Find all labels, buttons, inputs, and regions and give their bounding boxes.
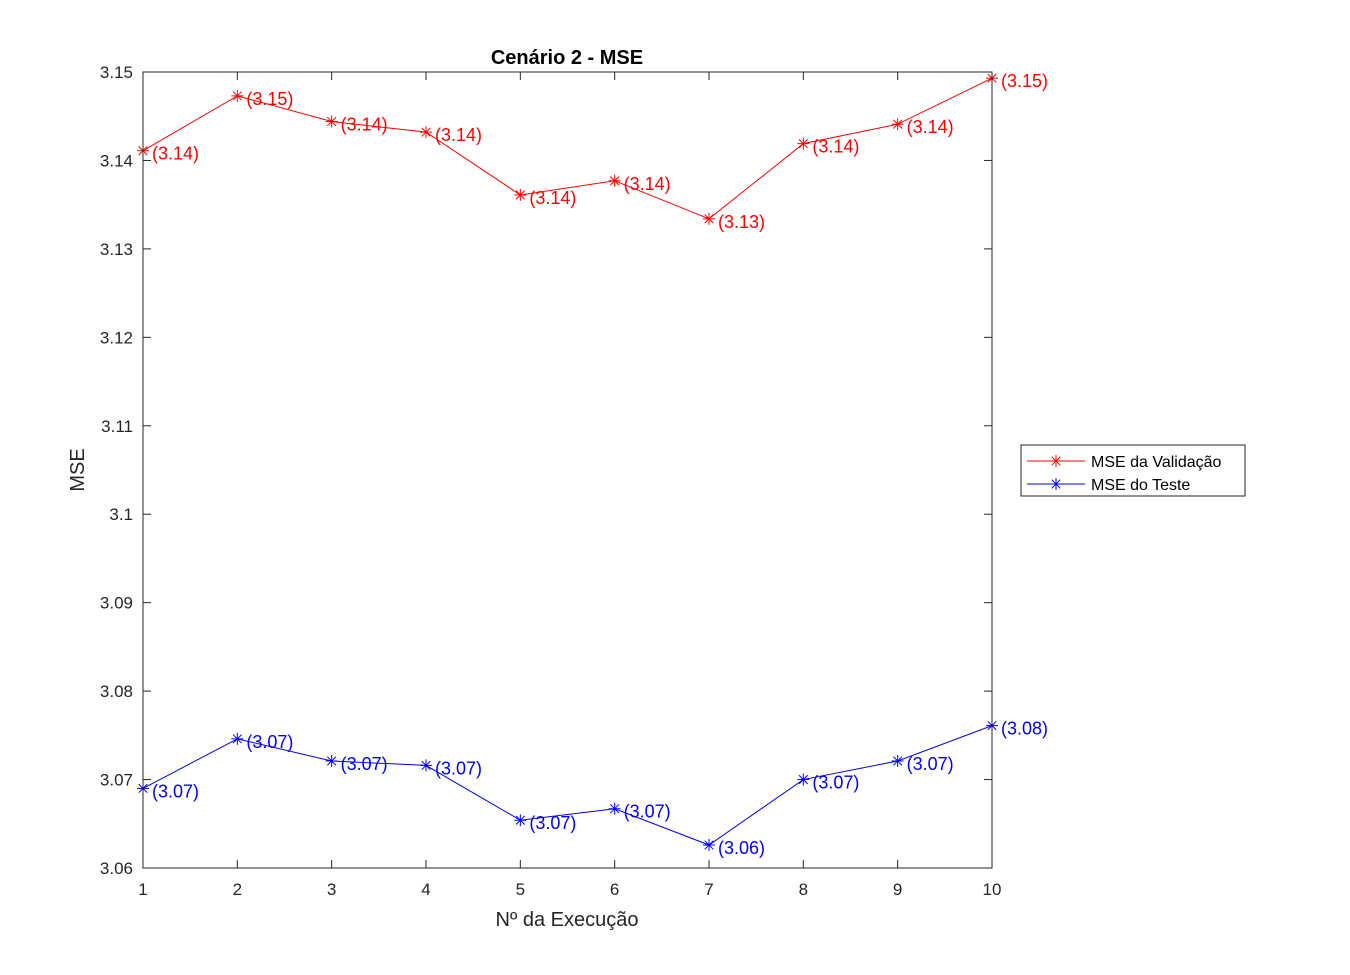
data-point [420,126,432,139]
y-tick-label: 3.14 [100,151,133,170]
legend: MSE da Validação MSE do Teste [1020,444,1246,497]
data-label: (3.07) [152,781,199,801]
legend-item: MSE do Teste [1027,477,1190,494]
legend-marker [1050,455,1062,467]
data-label: (3.07) [812,773,859,793]
data-label: (3.07) [624,802,671,822]
legend-box [1020,444,1246,497]
y-tick-label: 3.08 [100,682,133,701]
chart-title: Cenário 2 - MSE [491,47,643,69]
y-tick-label: 3.07 [100,771,133,790]
data-label: (3.14) [907,117,954,137]
data-point [797,773,810,786]
series-markers [137,72,998,852]
data-point [608,174,621,187]
data-label: (3.14) [152,144,199,164]
data-label: (3.15) [1001,71,1048,91]
legend-item: MSE da Validação [1027,454,1222,471]
data-point [703,212,715,225]
data-point [420,759,432,772]
x-tick-label: 8 [799,880,808,899]
data-point [608,802,621,815]
y-tick-label: 3.1 [109,505,133,524]
x-axis-label: Nº da Execução [496,909,639,931]
data-label: (3.14) [435,125,482,145]
y-axis-label: MSE [67,448,89,491]
data-label: (3.14) [812,137,859,157]
legend-marker [1050,478,1062,490]
x-tick-label: 5 [516,880,525,899]
series-lines [142,77,993,846]
y-tick-label: 3.06 [100,859,133,878]
data-point [325,115,338,128]
data-point [325,754,338,767]
data-point [891,118,904,131]
x-tick-label: 2 [233,880,242,899]
data-label: (3.08) [1001,719,1048,739]
data-label: (3.14) [624,174,671,194]
x-tick-label: 9 [893,880,902,899]
series-line-0 [142,77,993,220]
data-point [514,814,527,827]
data-point [703,839,715,852]
data-point [231,732,244,745]
data-label: (3.07) [246,732,293,752]
x-tick-label: 6 [610,880,619,899]
data-point [797,137,810,150]
data-label: (3.06) [718,838,765,858]
y-tick-label: 3.15 [100,63,133,82]
data-point [514,188,527,201]
x-tick-label: 3 [327,880,336,899]
data-point [231,89,244,102]
data-label: (3.14) [529,188,576,208]
plot-area [143,72,992,868]
y-tick-label: 3.13 [100,240,133,259]
axis-ticks: 1 2 3 4 5 6 7 8 9 10 3.06 3.07 3.08 3.09 3.1 3.11 3.12 3.… [100,63,1002,899]
data-labels: (3.14) (3.15) (3.14) (3.14) (3.14) (3.14) (3.1… [152,71,1048,858]
legend-label: MSE da Validação [1091,454,1222,471]
data-label: (3.13) [718,212,765,232]
x-tick-label: 1 [138,880,147,899]
data-point [891,754,904,767]
y-tick-label: 3.11 [101,417,133,436]
x-tick-label: 7 [704,880,713,899]
plot-frame [142,71,993,869]
series-line-1 [142,725,993,846]
legend-label: MSE do Teste [1091,477,1190,494]
data-label: (3.07) [341,754,388,774]
data-label: (3.07) [907,754,954,774]
data-label: (3.15) [246,89,293,109]
x-tick-label: 10 [983,880,1002,899]
y-tick-label: 3.12 [100,328,133,347]
y-tick-label: 3.09 [100,594,133,613]
data-label: (3.07) [529,813,576,833]
data-label: (3.14) [341,115,388,135]
data-label: (3.07) [435,758,482,778]
x-tick-label: 4 [421,880,430,899]
